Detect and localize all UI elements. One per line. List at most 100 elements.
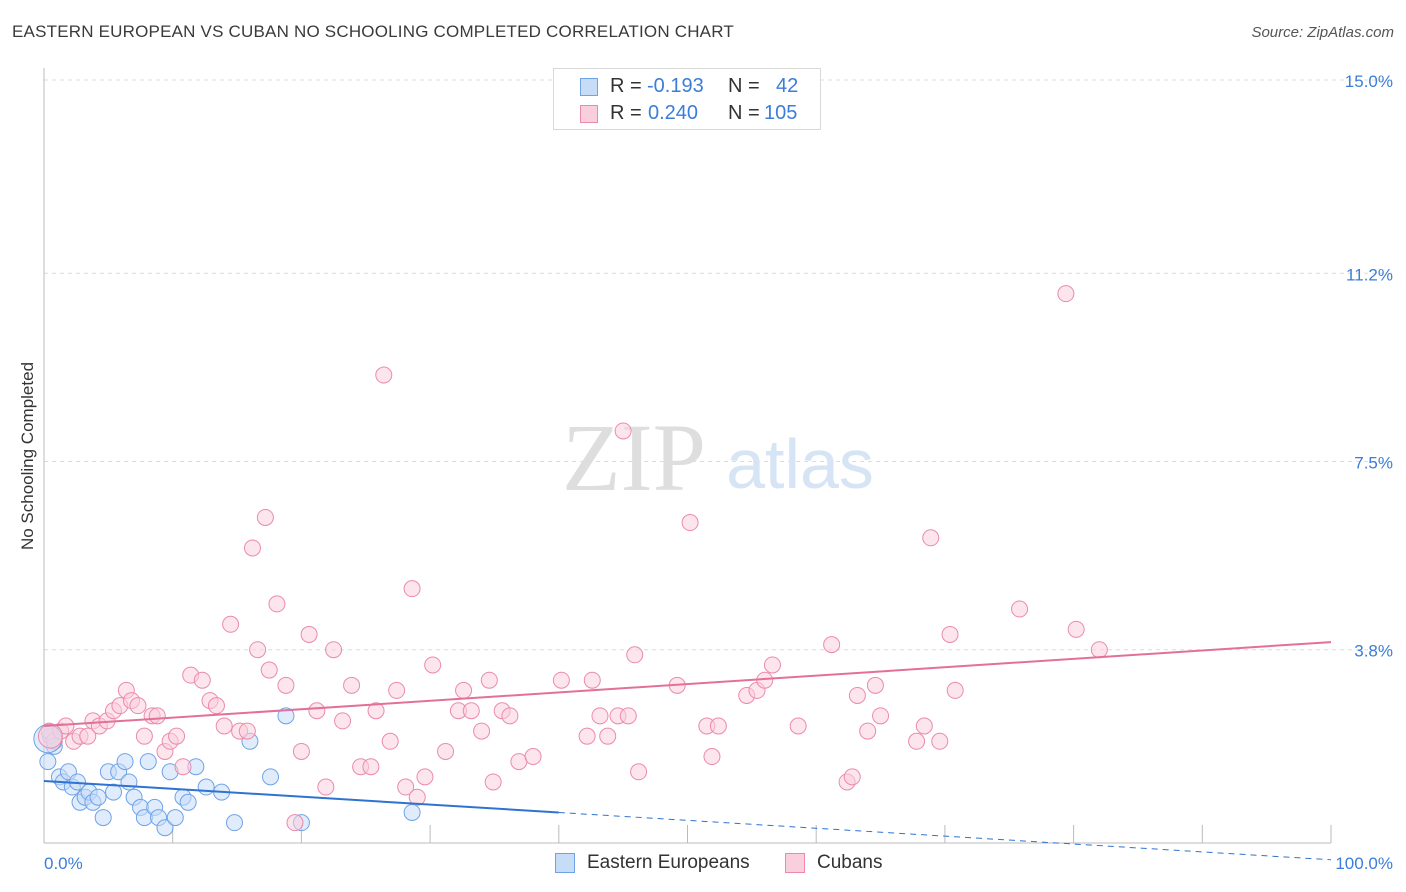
cuban-point	[292, 742, 310, 760]
cuban-point	[367, 702, 385, 720]
source-credit: Source: ZipAtlas.com	[1251, 24, 1394, 41]
cuban-point	[424, 656, 442, 674]
legend-n-value: 105	[764, 102, 798, 124]
cuban-point	[619, 707, 637, 725]
eastern-point	[94, 809, 112, 827]
cuban-point	[681, 514, 699, 532]
x-tick-label: 0.0%	[44, 854, 83, 873]
cuban-point	[381, 732, 399, 750]
cuban-point	[249, 641, 267, 659]
cuban-point	[397, 778, 415, 796]
cuban-point	[215, 717, 233, 735]
legend-n-label: N =	[728, 75, 760, 97]
cuban-point	[591, 707, 609, 725]
cuban-point	[325, 641, 343, 659]
cuban-point	[473, 722, 491, 740]
eastern-point	[104, 783, 122, 801]
cuban-point	[79, 727, 97, 745]
cuban-point	[268, 595, 286, 613]
y-tick-label: 3.8%	[1354, 642, 1393, 661]
legend-n-value: 42	[776, 75, 799, 97]
grid-layer	[44, 79, 1392, 651]
cuban-point	[552, 671, 570, 689]
cuban-point	[193, 671, 211, 689]
watermark-atlas: atlas	[726, 425, 874, 503]
eastern-point	[403, 803, 421, 821]
eastern-point	[277, 707, 295, 725]
cuban-point	[408, 788, 426, 806]
cuban-point	[222, 615, 240, 633]
eastern-trendline-extension	[558, 811, 1332, 861]
cuban-point	[578, 727, 596, 745]
legend-r-value: -0.193	[647, 75, 704, 97]
cuban-point	[168, 727, 186, 745]
cuban-point	[524, 748, 542, 766]
watermark: ZIP atlas	[562, 404, 874, 511]
cuban-point	[941, 625, 959, 643]
trend-layer	[43, 641, 1332, 861]
cuban-point	[843, 768, 861, 786]
cuban-point	[334, 712, 352, 730]
cuban-point	[277, 676, 295, 694]
legend-swatch-cubans	[580, 105, 598, 123]
cuban-point	[484, 773, 502, 791]
chart-title: EASTERN EUROPEAN VS CUBAN NO SCHOOLING C…	[12, 22, 734, 41]
cuban-point	[135, 727, 153, 745]
cuban-point	[614, 422, 632, 440]
watermark-zip: ZIP	[562, 404, 706, 511]
cuban-point	[286, 814, 304, 832]
eastern-point	[89, 788, 107, 806]
cuban-point	[148, 707, 166, 725]
eastern-point	[197, 778, 215, 796]
stats-legend: R = -0.193 N = 42 R = 0.240 N = 105	[553, 68, 821, 130]
eastern-point	[262, 768, 280, 786]
legend-r-value: 0.240	[648, 102, 699, 124]
cuban-point	[599, 727, 617, 745]
cuban-point	[308, 702, 326, 720]
cuban-point	[1011, 600, 1029, 618]
cuban-point	[300, 625, 318, 643]
axis-layer	[43, 68, 1332, 844]
cuban-point	[709, 717, 727, 735]
eastern-point	[120, 773, 138, 791]
cuban-point	[416, 768, 434, 786]
cuban-point	[207, 697, 225, 715]
legend-label-cubans: Cubans	[817, 852, 883, 873]
cuban-point	[866, 676, 884, 694]
cuban-trendline	[43, 641, 1332, 728]
legend-r-label: R =	[610, 102, 642, 124]
legend-swatch-eastern	[580, 78, 598, 96]
legend-swatch-cubans	[785, 853, 805, 873]
cuban-point	[243, 539, 261, 557]
eastern-point	[116, 753, 134, 771]
cuban-point	[823, 636, 841, 654]
eastern-point	[225, 814, 243, 832]
cuban-point	[1090, 641, 1108, 659]
legend-r-label: R =	[610, 75, 642, 97]
cuban-point	[238, 722, 256, 740]
cuban-point	[388, 681, 406, 699]
cuban-point	[462, 702, 480, 720]
y-tick-label: 15.0%	[1345, 72, 1393, 91]
cuban-point	[129, 697, 147, 715]
cuban-point	[859, 722, 877, 740]
cuban-point	[480, 671, 498, 689]
cuban-point	[375, 366, 393, 384]
cuban-point	[437, 742, 455, 760]
eastern-point	[179, 793, 197, 811]
cuban-point	[848, 686, 866, 704]
y-tick-label: 11.2%	[1346, 265, 1393, 284]
cuban-point	[256, 508, 274, 526]
cuban-point	[510, 753, 528, 771]
cuban-point	[260, 661, 278, 679]
legend-label-eastern: Eastern Europeans	[587, 852, 750, 873]
points-layer	[33, 285, 1108, 837]
cuban-point	[915, 717, 933, 735]
cuban-point	[922, 529, 940, 547]
cuban-point	[872, 707, 890, 725]
cuban-point	[946, 681, 964, 699]
cuban-point	[1057, 285, 1075, 303]
cuban-point	[789, 717, 807, 735]
cuban-point	[626, 646, 644, 664]
